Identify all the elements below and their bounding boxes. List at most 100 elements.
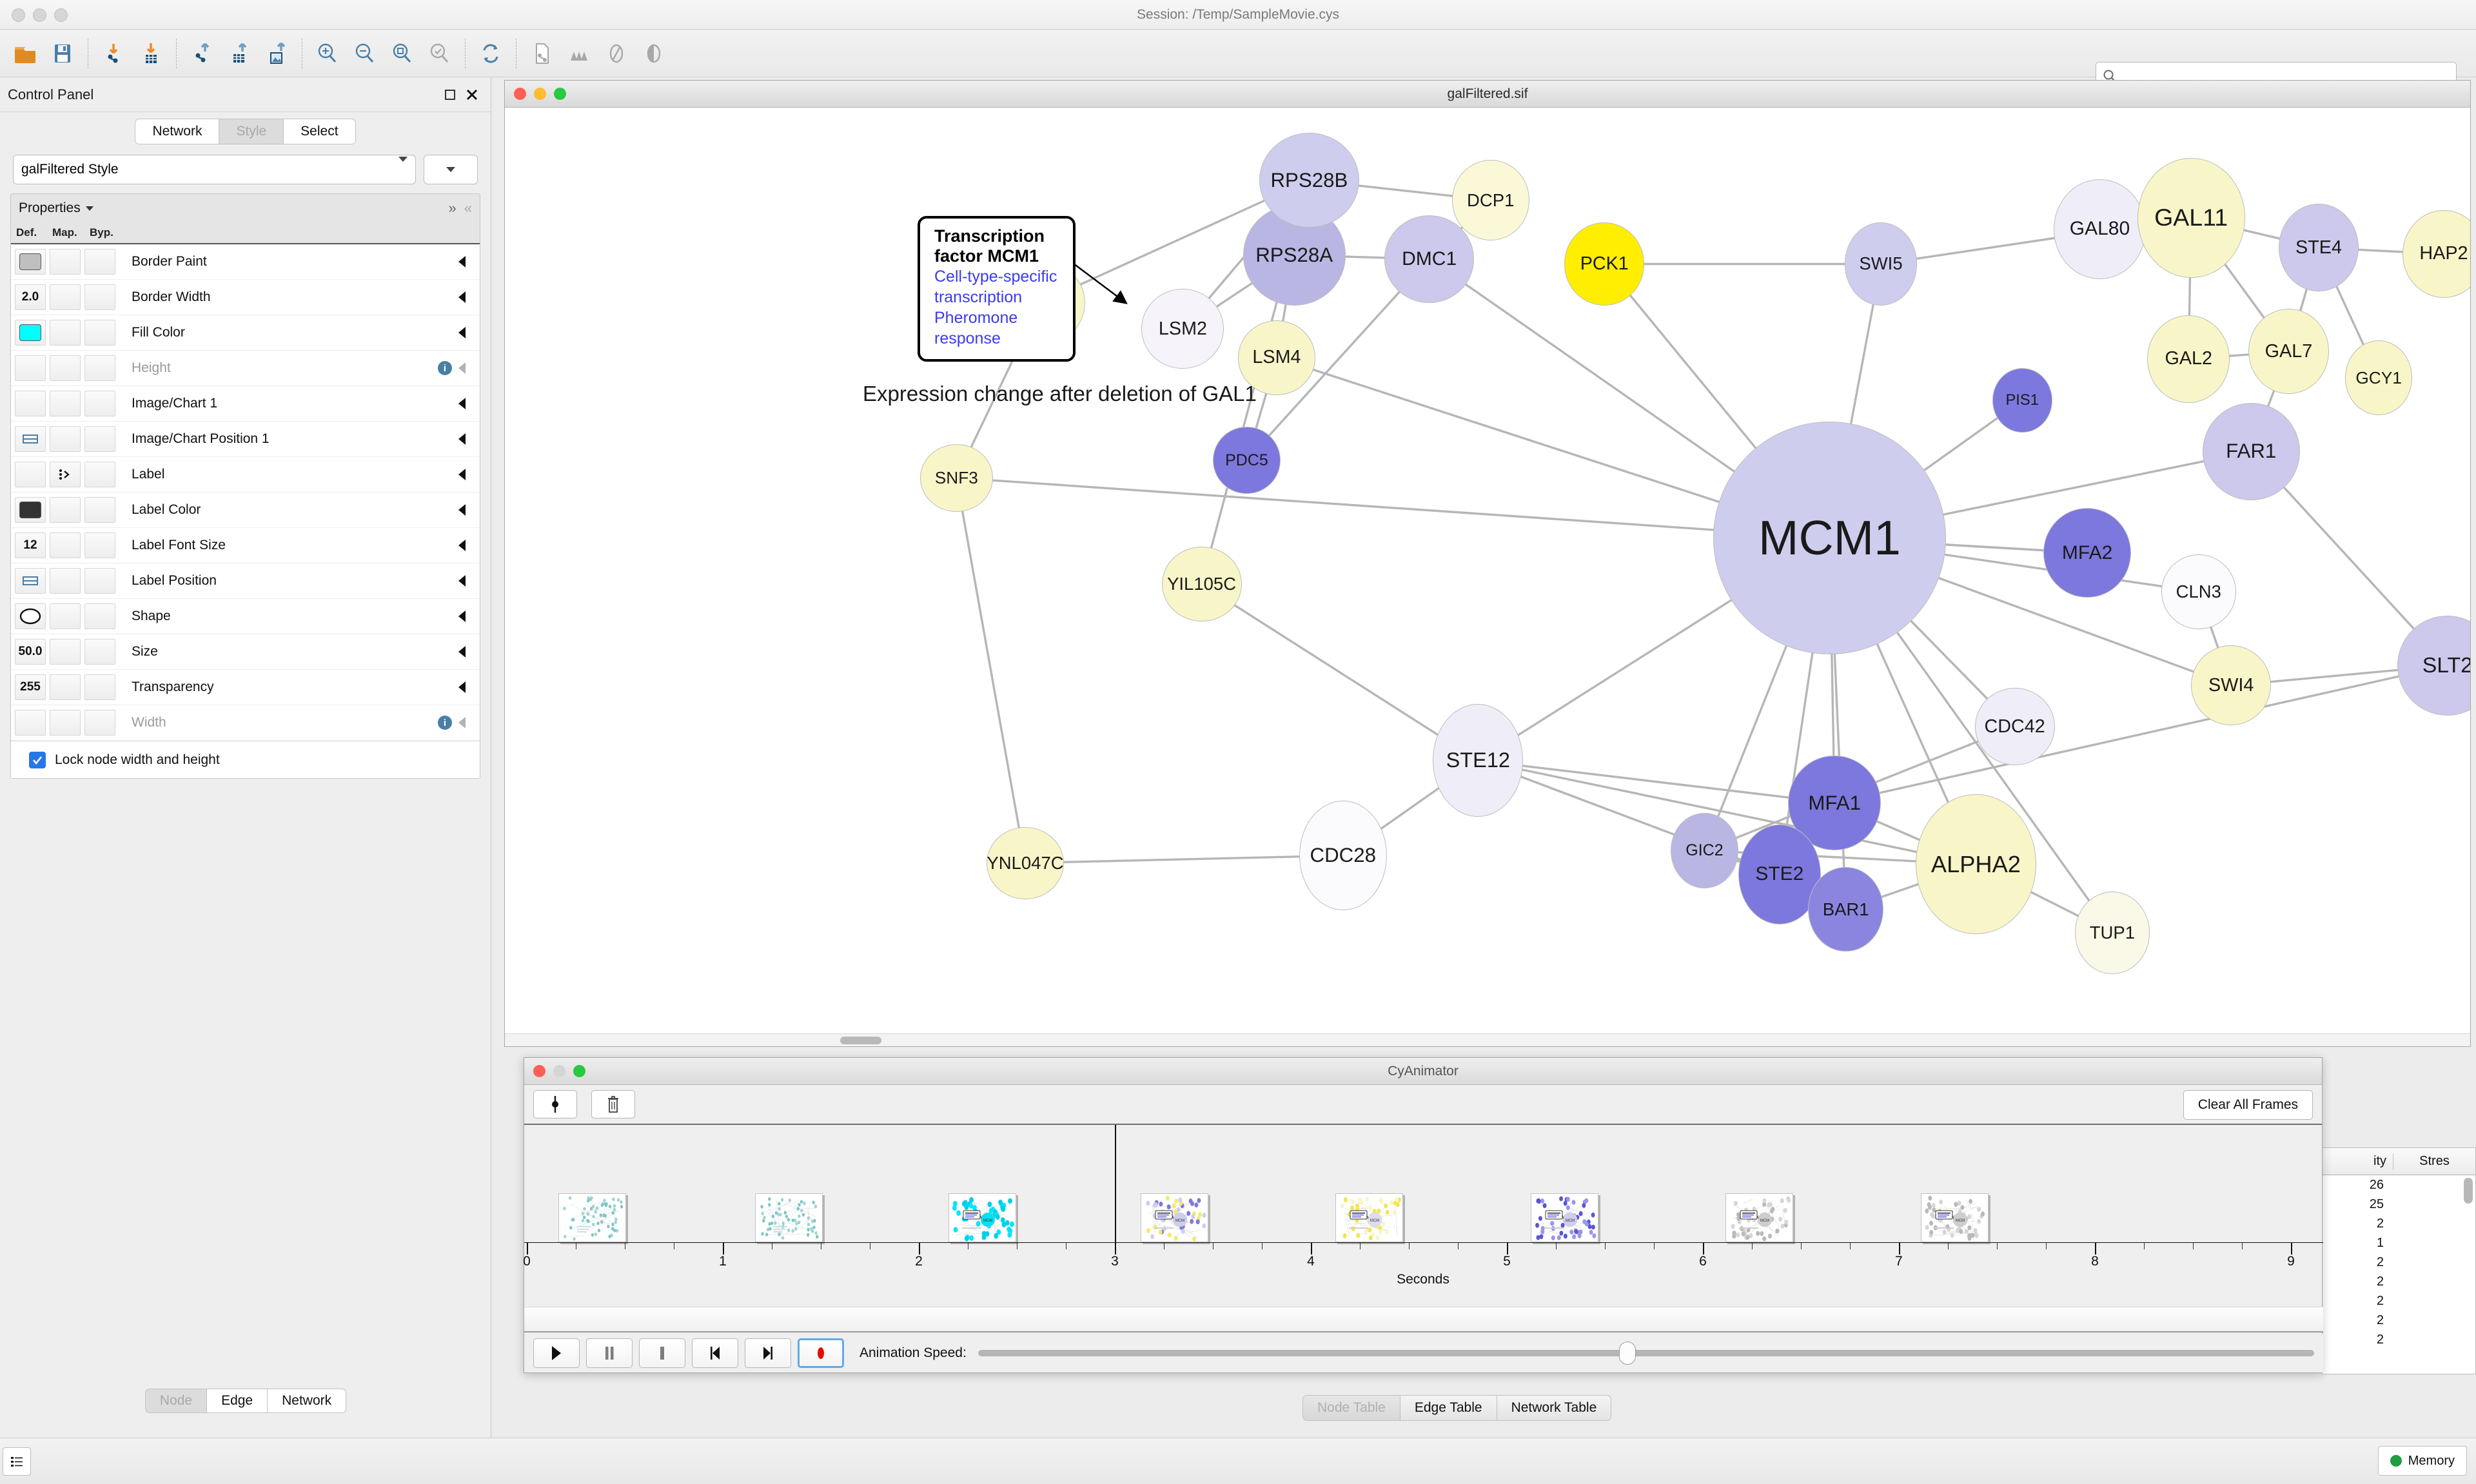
property-row[interactable]: Label Position: [11, 563, 480, 599]
network-node[interactable]: SNF3: [920, 444, 993, 512]
zoom-in-icon[interactable]: [309, 35, 346, 72]
property-mapping-cell[interactable]: [50, 426, 81, 452]
close-icon[interactable]: [461, 84, 483, 106]
import-network-icon[interactable]: [95, 35, 132, 72]
zoom-fit-icon[interactable]: [384, 35, 421, 72]
property-mapping-cell[interactable]: [50, 462, 81, 487]
style-dropdown[interactable]: galFiltered Style: [13, 155, 416, 184]
property-bypass-cell[interactable]: [84, 391, 115, 416]
network-node[interactable]: ALPHA2: [1916, 794, 2036, 935]
network-node[interactable]: CDC42: [1974, 688, 2055, 766]
network-node[interactable]: FAR1: [2202, 402, 2300, 501]
property-mapping-cell[interactable]: [50, 320, 81, 346]
stop-button[interactable]: [639, 1338, 685, 1368]
property-mapping-cell[interactable]: [50, 391, 81, 416]
color-swatch[interactable]: [19, 253, 41, 270]
column-header-stress[interactable]: Stres: [2419, 1154, 2450, 1168]
table-row[interactable]: 2: [2322, 1214, 2475, 1233]
tab-edge-table[interactable]: Edge Table: [1399, 1395, 1497, 1421]
cyanimator-timeline[interactable]: MCM MCM MCM MCM MCM MCM 0 1 2 3 4 5 6 7 8 9 Seconds: [523, 1125, 2323, 1287]
tab-node[interactable]: Node: [144, 1389, 207, 1413]
trash-icon[interactable]: [591, 1090, 635, 1118]
property-expand-arrow[interactable]: [458, 327, 466, 338]
network-node[interactable]: GAL2: [2147, 315, 2230, 403]
new-network-icon[interactable]: [523, 35, 560, 72]
network-node[interactable]: MFA2: [2043, 507, 2131, 598]
zoom-selected-icon[interactable]: [421, 35, 458, 72]
import-table-icon[interactable]: [132, 35, 170, 72]
property-mapping-cell[interactable]: [50, 639, 81, 665]
table-row[interactable]: 1: [2322, 1233, 2475, 1253]
property-expand-arrow[interactable]: [458, 398, 466, 409]
timeline-frame-thumbnail[interactable]: MCM: [1725, 1193, 1794, 1242]
timeline-frame-thumbnail[interactable]: MCM: [1530, 1193, 1598, 1242]
network-node[interactable]: YIL105C: [1161, 546, 1242, 622]
network-node[interactable]: BAR1: [1808, 866, 1883, 952]
property-default-cell[interactable]: [15, 249, 46, 275]
property-bypass-cell[interactable]: [84, 532, 115, 558]
network-edge[interactable]: [1201, 583, 1479, 762]
network-edge[interactable]: [1834, 664, 2448, 805]
property-mapping-cell[interactable]: [50, 497, 81, 523]
property-default-cell[interactable]: 50.0: [15, 639, 46, 665]
color-swatch[interactable]: [19, 324, 41, 341]
export-image-icon[interactable]: [258, 35, 295, 72]
table-row[interactable]: 2: [2322, 1253, 2475, 1272]
refresh-icon[interactable]: [472, 35, 509, 72]
network-node[interactable]: GCY1: [2344, 340, 2413, 416]
network-node[interactable]: STE4: [2278, 204, 2359, 292]
minimize-button[interactable]: [553, 1065, 565, 1077]
network-node[interactable]: SWI4: [2191, 645, 2272, 726]
property-bypass-cell[interactable]: [84, 639, 115, 665]
tab-select[interactable]: Select: [283, 119, 356, 144]
tab-edge[interactable]: Edge: [206, 1389, 268, 1413]
timeline-playhead[interactable]: [1115, 1125, 1116, 1242]
close-button[interactable]: [12, 8, 25, 22]
column-header-ity[interactable]: ity: [2373, 1154, 2386, 1168]
property-row[interactable]: 255 Transparency: [11, 670, 480, 705]
timeline-frame-thumbnail[interactable]: [558, 1193, 627, 1242]
property-mapping-cell[interactable]: [50, 674, 81, 700]
property-row[interactable]: Height i: [11, 351, 480, 386]
network-node[interactable]: STE12: [1433, 704, 1524, 817]
scrollbar-thumb[interactable]: [2464, 1178, 2473, 1204]
property-bypass-cell[interactable]: [84, 284, 115, 310]
network-node[interactable]: PCK1: [1564, 222, 1645, 306]
network-node[interactable]: GIC2: [1671, 813, 1738, 888]
property-expand-arrow[interactable]: [458, 291, 466, 303]
maximize-button[interactable]: [554, 88, 566, 100]
property-row[interactable]: Width i: [11, 705, 480, 741]
network-node[interactable]: CDC28: [1299, 800, 1387, 911]
property-expand-arrow[interactable]: [458, 540, 466, 551]
property-default-cell[interactable]: [15, 568, 46, 594]
property-row[interactable]: Label: [11, 457, 480, 493]
double-chevron-up-icon[interactable]: «: [464, 200, 472, 216]
network-edge[interactable]: [1246, 258, 1430, 462]
hide-selected-icon[interactable]: [598, 35, 635, 72]
table-row[interactable]: 2: [2322, 1272, 2475, 1291]
chevron-down-icon[interactable]: [85, 202, 93, 214]
maximize-button[interactable]: [573, 1065, 585, 1077]
mcm1-annotation-box[interactable]: Transcription factor MCM1 Cell-type-spec…: [918, 216, 1076, 362]
network-node[interactable]: DCP1: [1451, 160, 1529, 240]
show-all-icon[interactable]: [635, 35, 673, 72]
zoom-out-icon[interactable]: [346, 35, 384, 72]
tab-network-table[interactable]: Network Table: [1496, 1395, 1612, 1421]
network-canvas[interactable]: MTH1SNF3YIL105CYNL047CLSM2LSM4RPS28ARPS2…: [505, 108, 2470, 1046]
network-node[interactable]: PIS1: [1992, 367, 2052, 433]
network-node[interactable]: GAL11: [2137, 157, 2245, 278]
network-node[interactable]: MCM1: [1713, 421, 1946, 654]
network-edge[interactable]: [1478, 759, 1835, 805]
property-expand-arrow[interactable]: [458, 610, 466, 622]
window-traffic-lights[interactable]: [12, 8, 68, 22]
timeline-frame-thumbnail[interactable]: [755, 1193, 823, 1242]
lock-node-size-checkbox[interactable]: [29, 751, 46, 768]
property-default-cell[interactable]: 2.0: [15, 284, 46, 310]
play-button[interactable]: [533, 1338, 580, 1368]
property-bypass-cell[interactable]: [84, 462, 115, 487]
timeline-frame-thumbnail[interactable]: MCM: [1335, 1193, 1404, 1242]
save-session-icon[interactable]: [44, 35, 81, 72]
double-chevron-down-icon[interactable]: »: [448, 200, 457, 216]
scrollbar-thumb[interactable]: [840, 1037, 881, 1044]
property-expand-arrow[interactable]: [458, 646, 466, 658]
